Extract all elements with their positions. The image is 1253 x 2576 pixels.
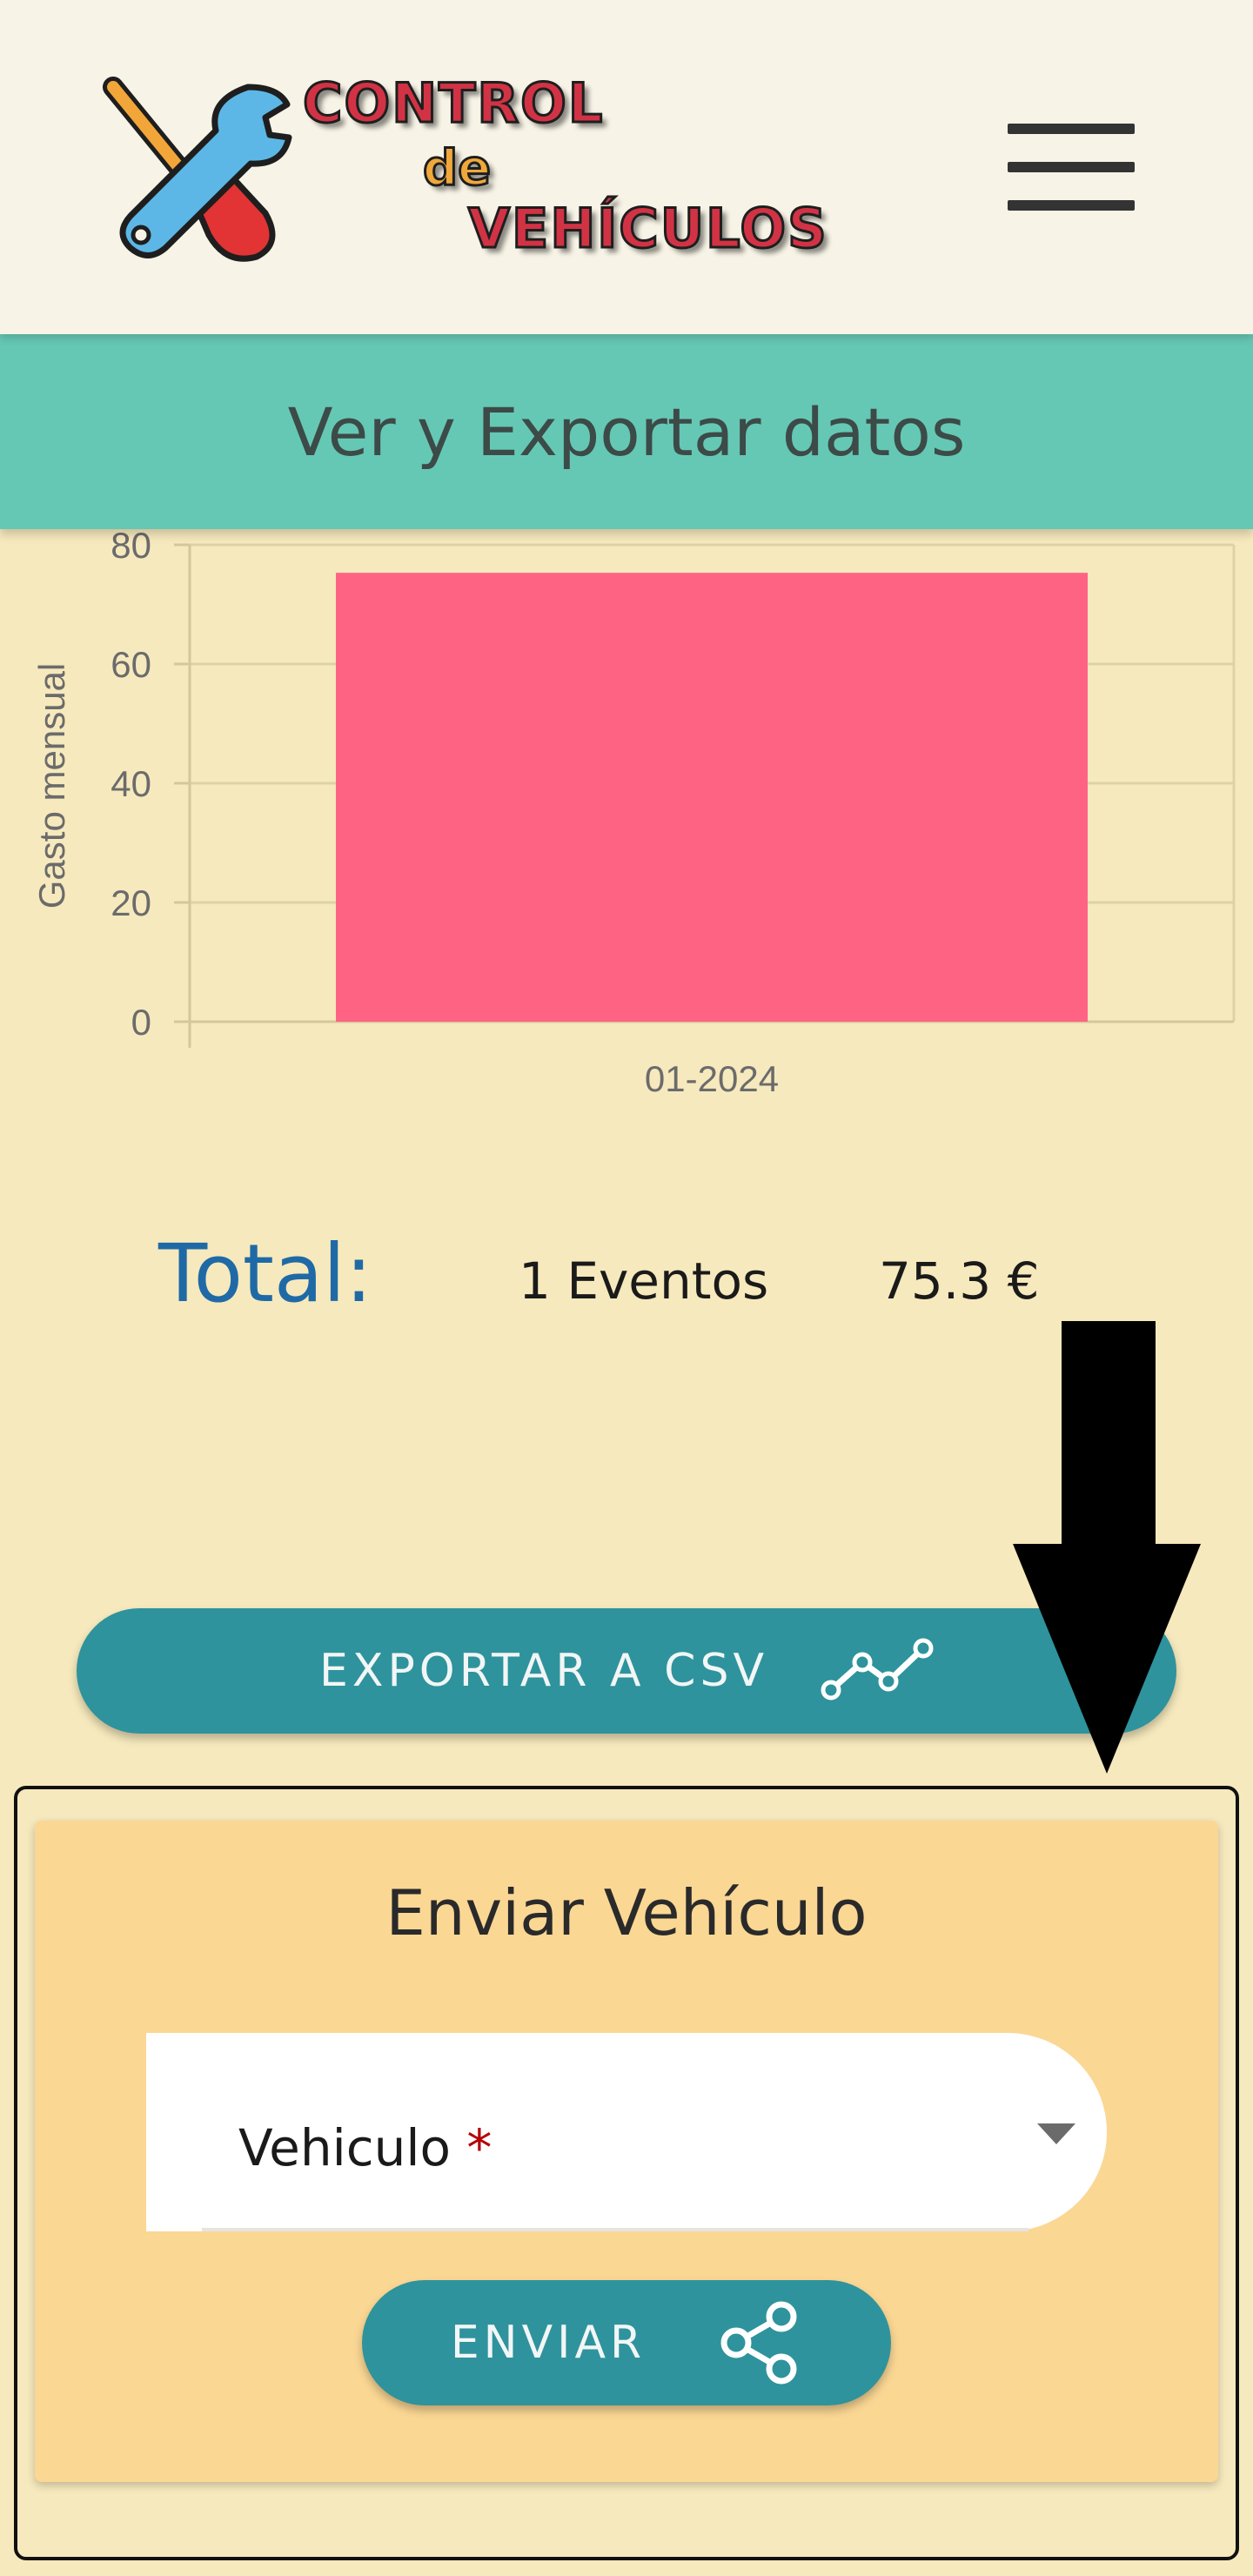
menu-line — [1008, 162, 1135, 172]
send-vehicle-title: Enviar Vehículo — [385, 1876, 868, 1949]
wrench-screwdriver-icon — [103, 77, 292, 262]
y-tick-label: 20 — [111, 882, 151, 923]
menu-line — [1008, 124, 1135, 134]
share-icon — [720, 2301, 797, 2385]
y-axis-label: Gasto mensual — [31, 663, 72, 909]
bar — [336, 573, 1088, 1022]
logo-text-line3: VEHÍCULOS — [467, 197, 828, 260]
send-button[interactable]: ENVIAR — [362, 2280, 891, 2405]
vehicle-select-label: Vehiculo * — [238, 2118, 492, 2177]
y-tick-label: 0 — [131, 1002, 151, 1043]
y-tick-label: 60 — [111, 644, 151, 685]
chevron-down-icon[interactable] — [1037, 2123, 1075, 2144]
vehicle-select[interactable]: Vehiculo * — [146, 2033, 1107, 2231]
export-csv-button[interactable]: EXPORTAR A CSV — [77, 1608, 1176, 1734]
highlight-outline — [14, 1786, 1239, 2560]
logo-text-line2: de — [421, 140, 492, 197]
app-header: CONTROL de VEHÍCULOS — [0, 0, 1253, 334]
total-label: Total: — [158, 1227, 372, 1320]
logo-text-line1: CONTROL — [301, 71, 605, 135]
total-amount: 75.3 € — [879, 1251, 1040, 1311]
menu-line — [1008, 200, 1135, 211]
y-tick-label: 40 — [111, 763, 151, 804]
send-button-label: ENVIAR — [450, 2317, 647, 2369]
y-tick-label: 80 — [111, 529, 151, 566]
totals-row: Total: 1 Eventos 75.3 € — [0, 1227, 1253, 1332]
page-title: Ver y Exportar datos — [287, 392, 966, 471]
monthly-expense-chart: 0 20 40 60 80 01-2024 Gasto mensual — [31, 529, 1236, 1099]
required-mark: * — [466, 2118, 492, 2177]
line-chart-icon — [821, 1638, 934, 1701]
events-count: 1 Eventos — [519, 1251, 769, 1311]
vehicle-select-label-text: Vehiculo — [238, 2118, 451, 2177]
export-csv-label: EXPORTAR A CSV — [318, 1645, 769, 1697]
hamburger-menu-icon[interactable] — [1008, 124, 1135, 211]
send-vehicle-card: Enviar Vehículo Vehiculo * ENVIAR — [35, 1821, 1218, 2482]
page-title-bar: Ver y Exportar datos — [0, 334, 1253, 529]
x-tick-label: 01-2024 — [645, 1058, 779, 1099]
select-underline — [202, 2228, 1029, 2231]
